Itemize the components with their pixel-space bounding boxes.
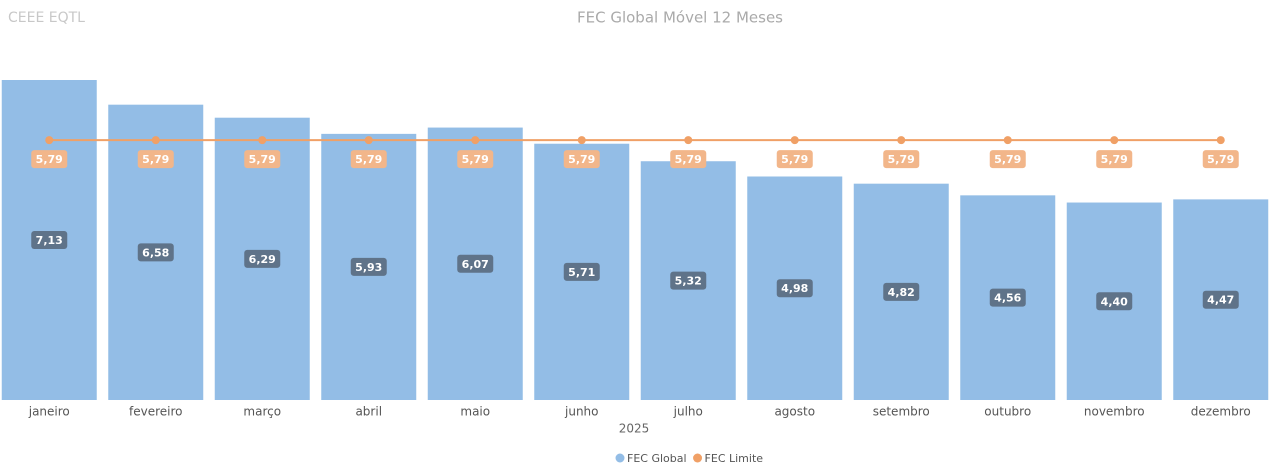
data-label-box <box>137 150 174 169</box>
line-point <box>364 136 373 145</box>
data-label: 4,47 <box>1207 294 1234 307</box>
x-tick-label: agosto <box>774 405 815 419</box>
data-label: 5,93 <box>355 261 382 274</box>
x-tick-label: abril <box>355 405 382 419</box>
data-label: 5,79 <box>675 153 702 166</box>
x-tick-label: maio <box>460 405 490 419</box>
data-label-box <box>1202 150 1239 169</box>
data-label-box <box>776 150 813 169</box>
x-tick-label: janeiro <box>28 405 70 419</box>
data-label-box <box>670 271 707 290</box>
data-label-box <box>883 282 920 301</box>
data-label-box <box>137 243 174 262</box>
x-tick-label: setembro <box>873 405 930 419</box>
line-point <box>258 136 267 145</box>
legend-marker <box>693 453 703 463</box>
data-label-box <box>457 150 494 169</box>
x-tick-label: dezembro <box>1191 405 1251 419</box>
legend-label: FEC Global <box>627 452 687 465</box>
data-label: 5,79 <box>1207 153 1234 166</box>
data-label: 4,56 <box>994 292 1021 305</box>
data-label: 5,79 <box>568 153 595 166</box>
data-label: 5,71 <box>568 266 595 279</box>
data-label-box <box>776 279 813 298</box>
data-label-box <box>31 150 68 169</box>
data-label: 7,13 <box>36 234 63 247</box>
x-tick-label: julho <box>673 405 703 419</box>
header: CEEE EQTL <box>8 10 85 26</box>
line-point <box>1216 136 1225 145</box>
data-label: 5,79 <box>36 153 63 166</box>
x-tick-label: fevereiro <box>129 405 183 419</box>
line-point <box>151 136 160 145</box>
x-tick-label: junho <box>564 405 599 419</box>
data-label-box <box>563 262 600 281</box>
data-label-box <box>883 150 920 169</box>
data-label-box <box>563 150 600 169</box>
data-label: 4,40 <box>1101 295 1128 308</box>
line-point <box>45 136 54 145</box>
line-point <box>790 136 799 145</box>
legend-marker <box>615 453 625 463</box>
data-label: 5,79 <box>249 153 276 166</box>
data-label-box <box>1096 150 1133 169</box>
data-label: 5,79 <box>355 153 382 166</box>
data-label: 4,98 <box>781 282 808 295</box>
data-label: 6,07 <box>462 258 489 271</box>
data-label: 5,79 <box>1101 153 1128 166</box>
line-point <box>684 136 693 145</box>
data-label-box <box>350 257 387 276</box>
data-label: 5,79 <box>142 153 169 166</box>
x-tick-label: novembro <box>1084 405 1145 419</box>
x-tick-label: março <box>243 405 281 419</box>
x-tick-label: outubro <box>984 405 1031 419</box>
data-label: 6,29 <box>249 253 276 266</box>
data-label-box <box>1202 290 1239 309</box>
data-label-box <box>989 288 1026 307</box>
data-label-box <box>1096 292 1133 311</box>
data-label-box <box>989 150 1026 169</box>
line-point <box>897 136 906 145</box>
line-point <box>1110 136 1119 145</box>
data-label: 5,79 <box>994 153 1021 166</box>
x-axis-title: 2025 <box>619 422 650 436</box>
data-label-box <box>670 150 707 169</box>
data-label-box <box>31 231 68 249</box>
data-label: 4,82 <box>888 286 915 299</box>
chart-title: FEC Global Móvel 12 Meses <box>577 9 783 27</box>
line-point <box>1003 136 1012 145</box>
data-label-box <box>350 150 387 169</box>
data-label-box <box>244 150 281 169</box>
legend-label: FEC Limite <box>705 452 764 465</box>
data-label: 5,79 <box>462 153 489 166</box>
data-label: 5,32 <box>675 275 702 288</box>
line-point <box>471 136 480 145</box>
data-label-box <box>457 254 494 273</box>
data-label-box <box>244 249 281 268</box>
data-label: 5,79 <box>781 153 808 166</box>
line-point <box>577 136 586 145</box>
data-label: 6,58 <box>142 246 169 259</box>
data-label: 5,79 <box>888 153 915 166</box>
